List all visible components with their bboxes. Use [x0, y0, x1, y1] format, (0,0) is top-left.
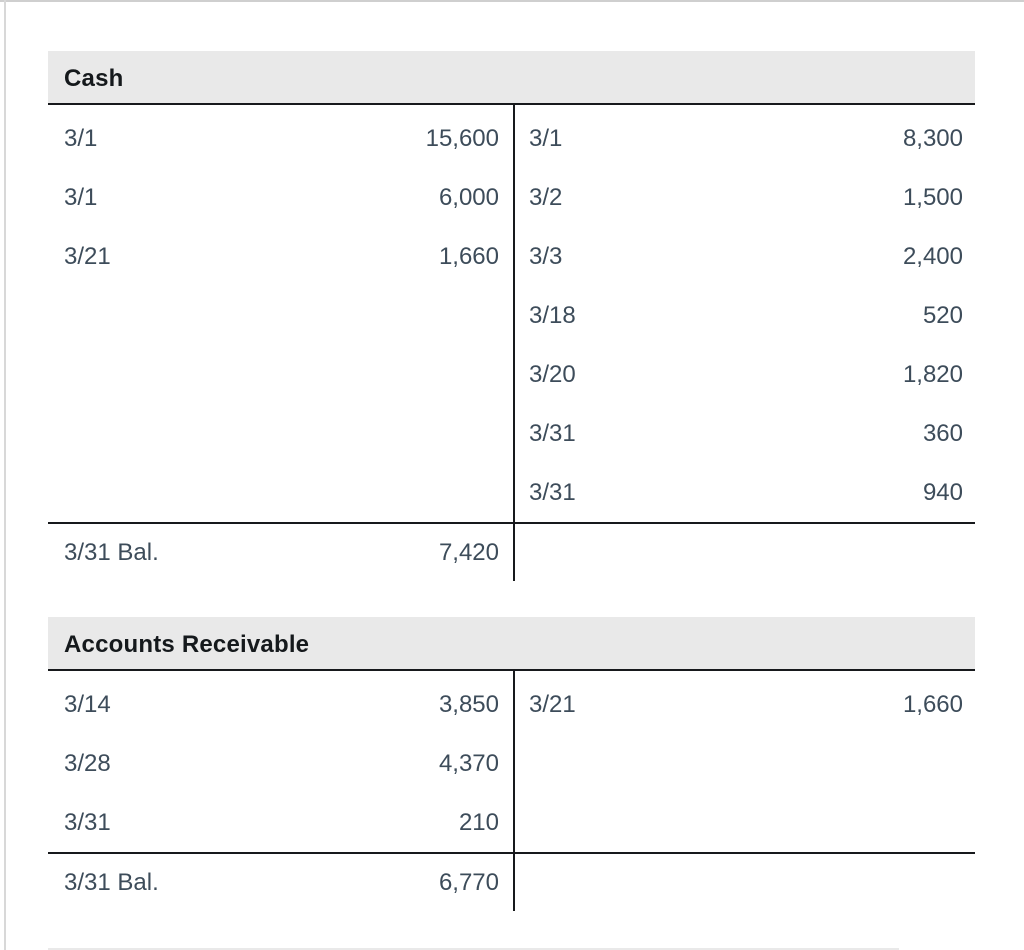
account-header: Cash — [48, 51, 975, 105]
entry-amount: 210 — [458, 808, 499, 836]
account-title: Accounts Receivable — [64, 631, 310, 658]
entry-amount: 360 — [922, 419, 963, 447]
account-body: 3/1 15,600 3/1 6,000 3/21 1,660 3/1 — [48, 105, 975, 522]
entry-date: 3/21 — [529, 690, 576, 718]
credit-column: 3/21 1,660 — [513, 671, 975, 734]
credit-row: 3/21 1,660 — [513, 675, 975, 734]
entry-date: 3/31 — [529, 478, 576, 506]
entry-date: 3/3 — [529, 242, 563, 270]
entry-amount: 1,660 — [902, 690, 963, 718]
debit-row: 3/21 1,660 — [48, 227, 513, 286]
debit-row: 3/31 210 — [48, 793, 513, 852]
t-account-divider — [513, 105, 515, 581]
debit-row: 3/1 6,000 — [48, 168, 513, 227]
entry-amount: 4,370 — [438, 749, 499, 777]
entry-date: 3/31 — [64, 808, 111, 836]
t-account-divider — [513, 671, 515, 911]
entry-amount: 520 — [922, 301, 963, 329]
page-left-border — [4, 0, 6, 950]
entry-date: 3/31 — [529, 419, 576, 447]
account-body: 3/14 3,850 3/28 4,370 3/31 210 3/21 — [48, 671, 975, 852]
entry-amount: 3,850 — [438, 690, 499, 718]
debit-column: 3/14 3,850 3/28 4,370 3/31 210 — [48, 671, 513, 852]
credit-row: 3/18 520 — [513, 286, 975, 345]
entry-date: 3/14 — [64, 690, 111, 718]
credit-row: 3/20 1,820 — [513, 345, 975, 404]
next-account-header-partial — [48, 948, 899, 950]
t-account-cash: Cash 3/1 15,600 3/1 6,000 3/21 1,660 — [48, 51, 975, 581]
credit-row: 3/31 360 — [513, 404, 975, 463]
debit-row: 3/14 3,850 — [48, 675, 513, 734]
entry-amount: 6,000 — [438, 183, 499, 211]
balance-label: 3/31 Bal. — [64, 538, 159, 566]
credit-row: 3/31 940 — [513, 463, 975, 522]
balance-amount: 6,770 — [438, 868, 499, 896]
balance-label: 3/31 Bal. — [64, 868, 159, 896]
t-account-accounts-receivable: Accounts Receivable 3/14 3,850 3/28 4,37… — [48, 617, 975, 911]
entry-date: 3/28 — [64, 749, 111, 777]
account-title: Cash — [64, 65, 124, 92]
entry-date: 3/21 — [64, 242, 111, 270]
balance-amount: 7,420 — [438, 538, 499, 566]
entry-date: 3/1 — [64, 124, 98, 152]
entry-date: 3/20 — [529, 360, 576, 388]
debit-column: 3/1 15,600 3/1 6,000 3/21 1,660 — [48, 105, 513, 286]
debit-row: 3/1 15,600 — [48, 109, 513, 168]
entry-amount: 2,400 — [902, 242, 963, 270]
credit-row: 3/1 8,300 — [513, 109, 975, 168]
debit-row: 3/28 4,370 — [48, 734, 513, 793]
entry-amount: 1,660 — [438, 242, 499, 270]
entry-date: 3/2 — [529, 183, 563, 211]
page-top-border — [0, 0, 1024, 2]
entry-amount: 8,300 — [902, 124, 963, 152]
total-rule — [48, 522, 975, 524]
credit-row: 3/3 2,400 — [513, 227, 975, 286]
entry-date: 3/1 — [64, 183, 98, 211]
account-header: Accounts Receivable — [48, 617, 975, 671]
balance-row: 3/31 Bal. 6,770 — [48, 854, 513, 911]
entry-date: 3/18 — [529, 301, 576, 329]
balance-row: 3/31 Bal. 7,420 — [48, 524, 513, 581]
entry-amount: 1,820 — [902, 360, 963, 388]
entry-amount: 940 — [922, 478, 963, 506]
t-accounts-content: Cash 3/1 15,600 3/1 6,000 3/21 1,660 — [48, 2, 975, 950]
credit-row: 3/2 1,500 — [513, 168, 975, 227]
entry-date: 3/1 — [529, 124, 563, 152]
total-rule — [48, 852, 975, 854]
credit-column: 3/1 8,300 3/2 1,500 3/3 2,400 3/18 520 — [513, 105, 975, 522]
entry-amount: 15,600 — [425, 124, 499, 152]
entry-amount: 1,500 — [902, 183, 963, 211]
